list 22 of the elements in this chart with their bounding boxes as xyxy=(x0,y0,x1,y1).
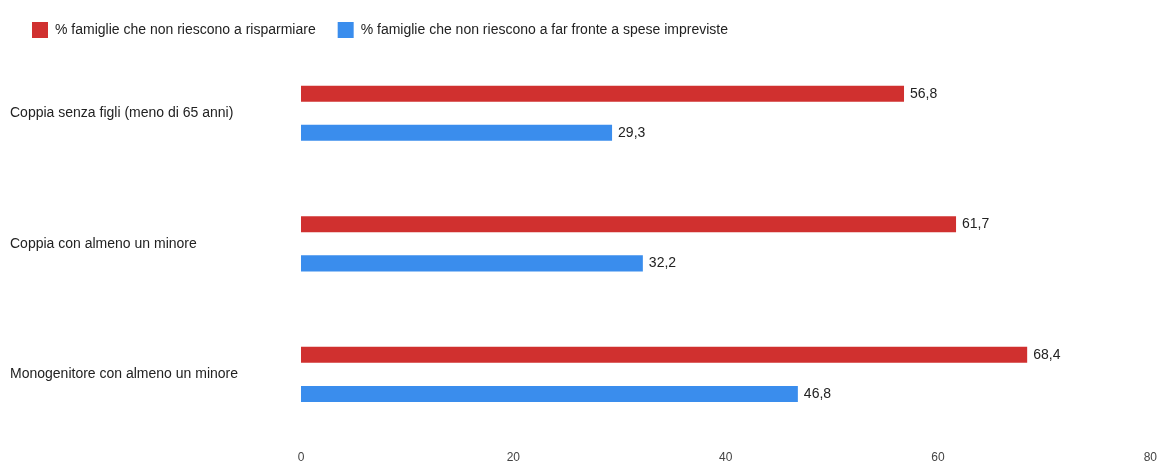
x-tick-label: 60 xyxy=(931,450,945,465)
x-tick-label: 80 xyxy=(1143,450,1158,465)
bar xyxy=(301,216,957,233)
data-label: 68,4 xyxy=(1033,345,1061,362)
y-tick-label: Coppia senza figli (meno di 65 anni) xyxy=(10,104,234,121)
x-tick-label: 0 xyxy=(297,450,305,465)
legend-label: % famiglie che non riescono a far fronte a spese impreviste xyxy=(360,20,729,37)
bar xyxy=(301,385,798,402)
x-tick-label: 20 xyxy=(506,450,521,465)
y-tick-label: Coppia con almeno un minore xyxy=(10,234,197,251)
data-label: 61,7 xyxy=(962,215,990,232)
bar xyxy=(301,255,643,272)
data-label: 46,8 xyxy=(803,384,832,401)
y-tick-label: Monogenitore con almeno un minore xyxy=(10,365,239,382)
data-label: 32,2 xyxy=(648,254,677,271)
data-label: 29,3 xyxy=(618,123,646,140)
bar xyxy=(301,346,1028,363)
bar xyxy=(301,124,613,141)
bar xyxy=(301,85,905,102)
data-label: 56,8 xyxy=(910,84,938,101)
x-tick-label: 40 xyxy=(718,450,733,465)
legend-label: % famiglie che non riescono a risparmiare xyxy=(55,20,316,37)
